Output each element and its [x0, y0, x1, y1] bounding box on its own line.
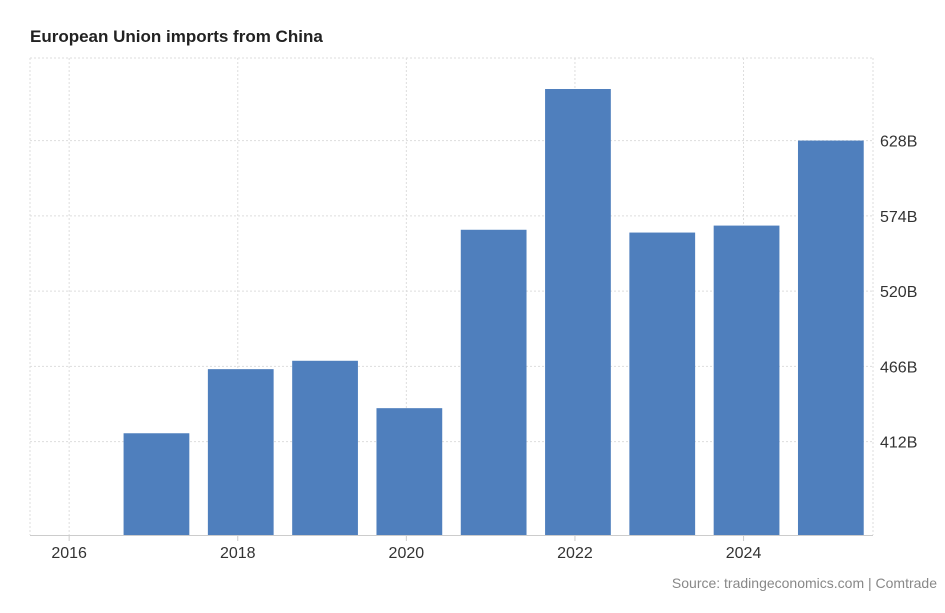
- bar: [545, 89, 611, 535]
- bar: [713, 225, 780, 535]
- bar: [376, 408, 443, 535]
- bars: [123, 89, 864, 536]
- y-tick-label: 412B: [880, 435, 917, 452]
- bar: [292, 360, 358, 535]
- y-tick-label: 466B: [880, 359, 917, 376]
- x-tick-label: 2020: [389, 545, 425, 562]
- x-tick-label: 2024: [726, 545, 762, 562]
- source-note: Source: tradingeconomics.com | Comtrade: [671, 575, 937, 591]
- x-tick-label: 2018: [220, 545, 256, 562]
- bar: [123, 433, 190, 535]
- chart-title: European Union imports from China: [30, 27, 323, 46]
- bar: [207, 369, 274, 535]
- y-tick-label: 574B: [880, 209, 917, 226]
- bar: [797, 140, 864, 535]
- x-tick-label: 2016: [51, 545, 87, 562]
- bar: [629, 232, 696, 535]
- x-tick-label: 2022: [557, 545, 593, 562]
- axes: 412B 466B 520B 574B 628B 2016 2018 2020 2022 2024: [30, 134, 917, 562]
- y-tick-label: 520B: [880, 284, 917, 301]
- y-tick-label: 628B: [880, 134, 917, 151]
- bar: [460, 229, 527, 536]
